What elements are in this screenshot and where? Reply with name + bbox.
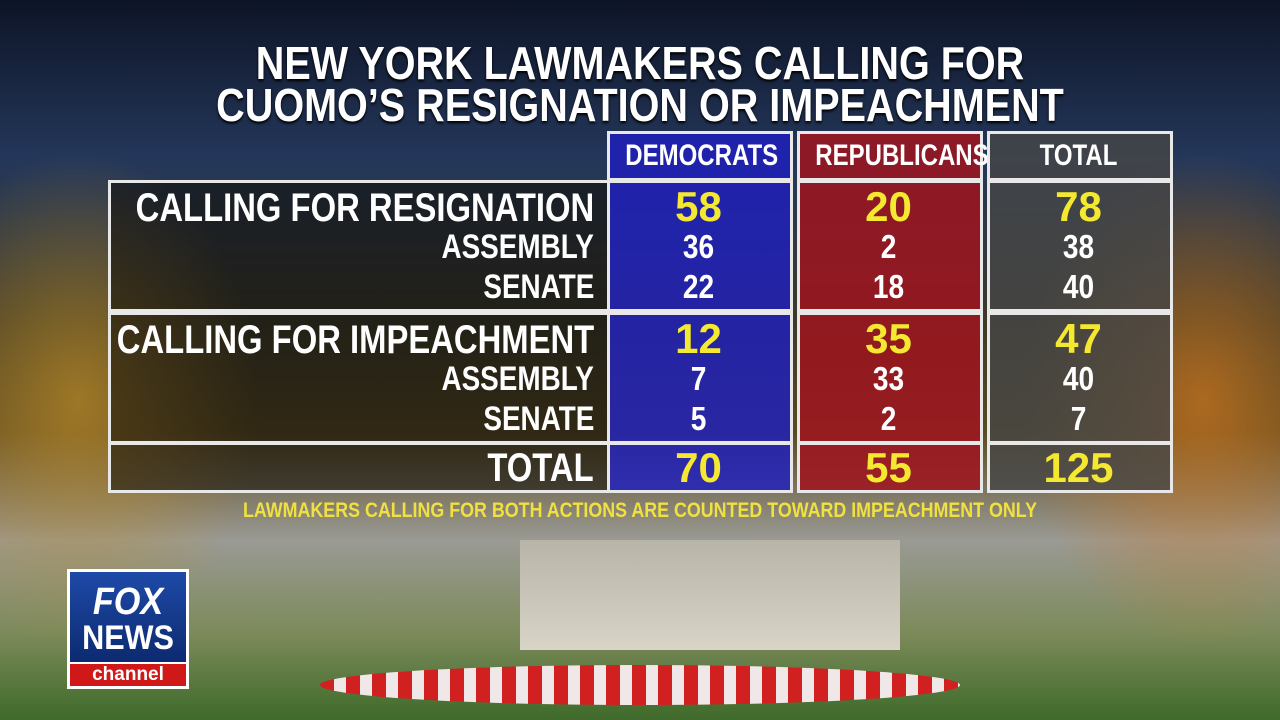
total-value: 70 <box>675 444 722 491</box>
row-value: 78 <box>1055 183 1102 230</box>
section-cell <box>987 180 1173 312</box>
total-value: 125 <box>1043 444 1114 491</box>
column-header: DEMOCRATS <box>625 139 779 172</box>
sub-row-value: 5 <box>690 400 707 437</box>
column-header-cell <box>797 131 983 181</box>
sub-row-value: 22 <box>682 268 715 305</box>
column-header: TOTAL <box>1039 139 1118 172</box>
footnote: LAWMAKERS CALLING FOR BOTH ACTIONS ARE C… <box>242 499 1037 522</box>
column-header-cell <box>607 131 793 181</box>
row-value: 12 <box>675 315 722 362</box>
label-area <box>108 180 607 492</box>
sub-row-label: SENATE <box>482 268 594 306</box>
total-cell <box>607 442 793 493</box>
sub-row-label: SENATE <box>482 400 594 438</box>
title-line: NEW YORK LAWMAKERS CALLING FOR <box>255 37 1025 89</box>
section-cell <box>987 312 1173 444</box>
row-label: CALLING FOR RESIGNATION <box>135 186 594 230</box>
title-line: CUOMO’S RESIGNATION OR IMPEACHMENT <box>216 79 1064 131</box>
section-cell <box>797 180 983 312</box>
row-value: 35 <box>865 315 912 362</box>
row-value: 20 <box>865 183 912 230</box>
logo-text: channel <box>92 664 164 685</box>
section-cell <box>797 312 983 444</box>
sub-row-value: 18 <box>872 268 905 305</box>
column-header-cell <box>987 131 1173 181</box>
sub-row-value: 2 <box>880 400 897 437</box>
row-value: 47 <box>1055 315 1102 362</box>
sub-row-value: 7 <box>690 360 707 397</box>
sub-row-label: ASSEMBLY <box>441 360 594 398</box>
column-header: REPUBLICANS <box>815 139 989 172</box>
logo: FOX NEWS channel <box>67 569 189 689</box>
total-cell <box>987 442 1173 493</box>
total-cell <box>797 442 983 493</box>
sub-row-value: 2 <box>880 228 897 265</box>
total-value: 55 <box>865 444 912 491</box>
logo-text: FOX <box>92 581 164 623</box>
background-steps <box>520 540 900 650</box>
sub-row-value: 40 <box>1062 268 1095 305</box>
sub-row-value: 33 <box>872 360 905 397</box>
row-value: 58 <box>675 183 722 230</box>
sub-row-label: ASSEMBLY <box>441 228 594 266</box>
row-label: CALLING FOR IMPEACHMENT <box>116 318 594 362</box>
sub-row-value: 38 <box>1062 228 1095 265</box>
sub-row-value: 40 <box>1062 360 1095 397</box>
sub-row-value: 7 <box>1070 400 1087 437</box>
logo-text: NEWS <box>82 619 174 657</box>
total-label: TOTAL <box>487 446 594 490</box>
section-cell <box>607 180 793 312</box>
sub-row-value: 36 <box>682 228 715 265</box>
background-flowers <box>320 665 960 705</box>
